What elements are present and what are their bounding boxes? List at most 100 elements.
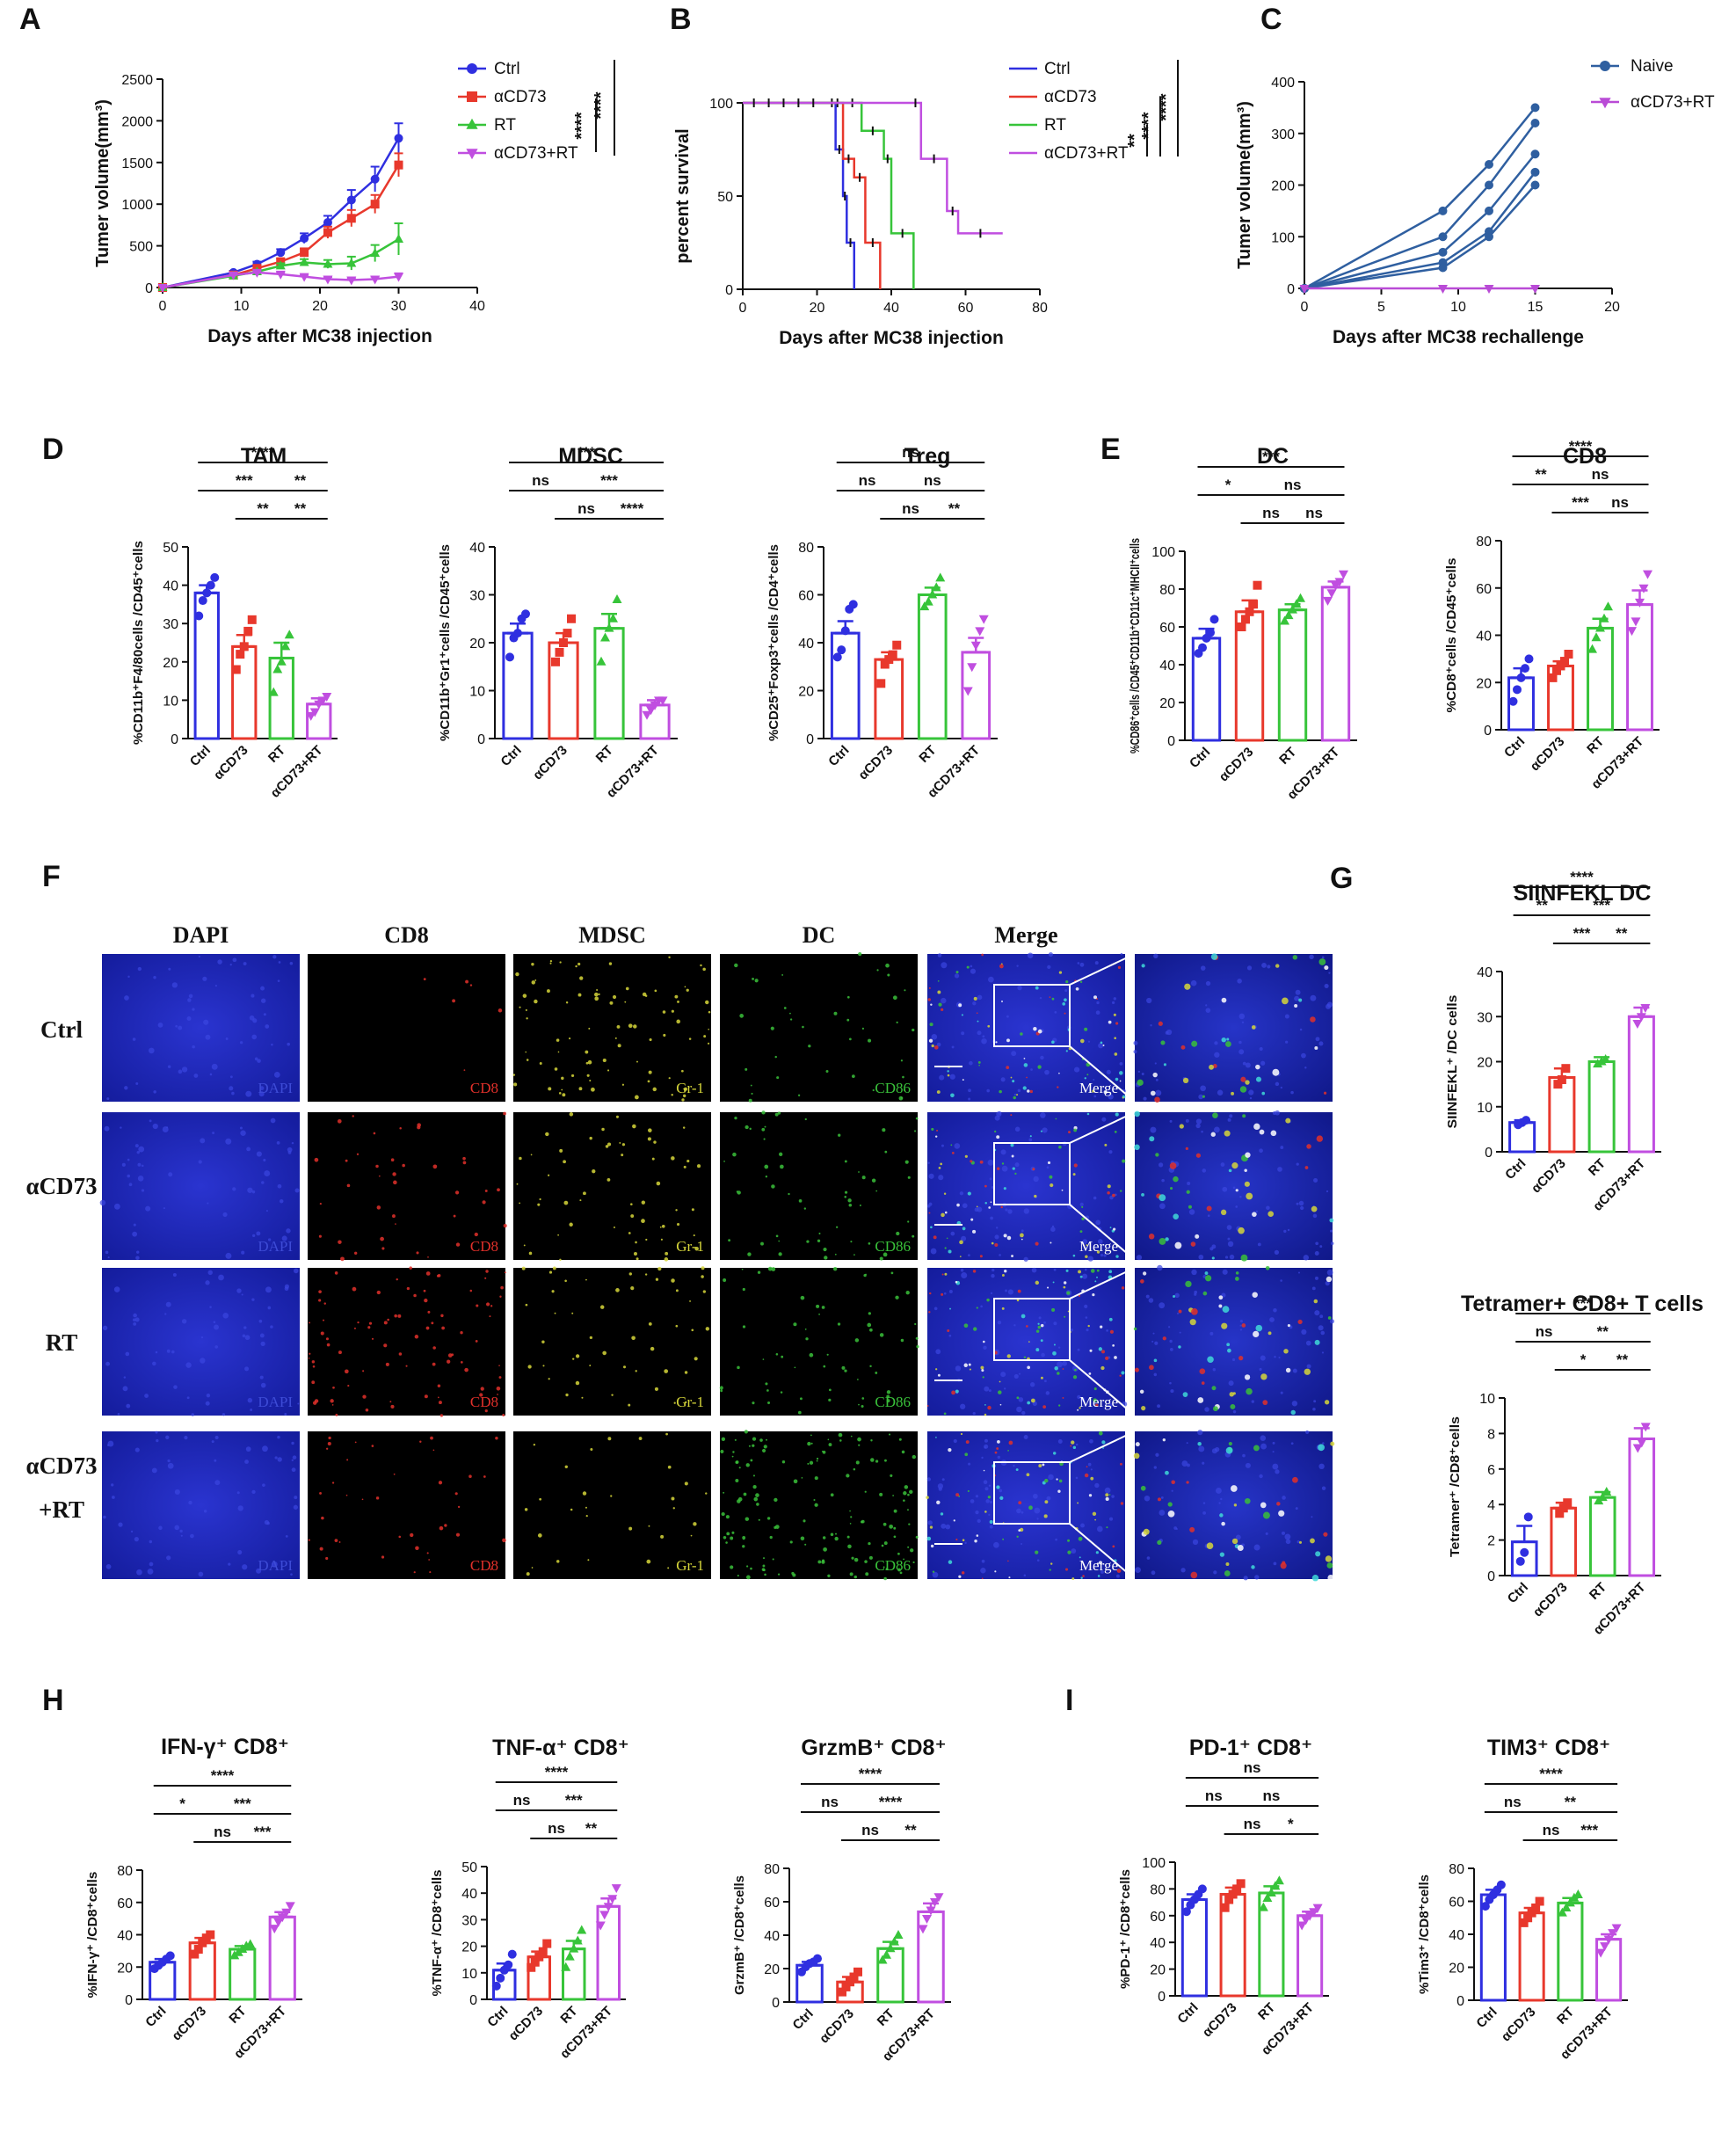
nuclei-speck [1200,1085,1207,1092]
signal-speck [1226,1343,1231,1347]
signal-speck [858,1171,860,1173]
signal-speck [589,1136,592,1140]
series-aCD73 [743,98,882,289]
signal-speck [886,1394,890,1399]
signal-speck [489,1315,491,1318]
signal-speck [559,1258,562,1262]
nuclei-speck [972,1001,977,1006]
nuclei-speck [938,1487,942,1491]
survival-curve [743,101,915,289]
signal-speck [948,1560,953,1564]
signal-speck [973,1327,977,1331]
signal-speck [777,1111,781,1115]
individual-point [559,638,568,647]
nuclei-speck [1111,1001,1115,1005]
signal-speck [565,1393,569,1397]
signal-speck [1178,1345,1181,1349]
zoom-connector [1069,1267,1136,1299]
signal-speck [799,1397,803,1401]
y-axis-label: %IFN-γ⁺ /CD8⁺cells [85,1872,100,1998]
individual-point [504,1960,513,1969]
signal-speck [766,1517,771,1520]
nuclei-speck [145,1205,151,1212]
signal-speck [823,1547,827,1552]
signal-speck [897,1568,902,1572]
signal-speck [546,989,550,994]
nuclei-speck [1315,1241,1318,1246]
signal-speck [1087,1324,1090,1328]
micrograph-tile: Merge [926,1267,1136,1416]
signal-speck [498,1365,500,1367]
x-tick-label: 20 [810,301,825,316]
nuclei-speck [1239,1196,1242,1198]
nuclei-speck [165,1435,170,1439]
nuclei-speck [1265,1532,1268,1535]
nuclei-speck [222,1413,226,1416]
signal-speck [525,1008,527,1011]
signal-speck [1116,1569,1122,1573]
signal-speck [972,1270,977,1273]
nuclei-speck [993,1541,999,1548]
signal-speck [865,1572,869,1576]
micrograph-tile: DAPI [102,954,300,1102]
signal-speck [621,1083,625,1086]
sig-label: ns [1305,505,1323,521]
micrograph-image [927,1431,1125,1579]
individual-point [603,1903,614,1912]
sig-label: **** [879,1794,903,1810]
signal-speck [1098,1430,1103,1436]
signal-speck [638,1437,643,1440]
micrograph-channel-label: Merge [1079,1238,1118,1255]
individual-point [577,1925,587,1934]
signal-speck [668,1077,671,1080]
nuclei-speck [931,1033,938,1040]
signal-speck [519,1006,521,1008]
individual-point [1599,613,1609,622]
nuclei-speck [287,1042,290,1046]
signal-speck [414,1335,419,1339]
signal-speck [818,1232,821,1234]
nuclei-speck [999,1489,1003,1493]
signal-speck [1008,1576,1011,1579]
data-point [346,195,356,205]
nuclei-speck [136,1250,140,1254]
signal-speck [572,1358,575,1360]
y-axis-label-text: %CD25⁺Foxp3⁺cells /CD4⁺cells [766,544,781,741]
signal-speck [1057,1372,1060,1375]
sig-label: *** [565,1792,583,1809]
signal-speck [554,1067,558,1071]
signal-speck [801,1476,803,1479]
nuclei-speck [1155,1078,1159,1081]
category-label: Ctrl [484,2004,511,2030]
nuclei-speck [284,1286,289,1292]
sig-label: **** [1539,1765,1563,1782]
signal-speck [861,1404,864,1409]
signal-speck [455,1242,461,1247]
signal-speck [931,1044,934,1048]
bar [1550,1506,1578,1577]
nuclei-speck [144,1394,149,1398]
category-label: Ctrl [498,743,525,769]
signal-speck [701,1266,705,1270]
nuclei-speck [137,1175,144,1182]
nuclei-speck [1000,1077,1006,1082]
data-point [1485,160,1493,169]
signal-speck [440,1314,444,1318]
signal-speck [976,1534,979,1537]
signal-speck [1134,1144,1140,1151]
signal-speck [394,1314,397,1318]
signal-speck [648,1070,652,1074]
nuclei-speck [984,1386,990,1392]
signal-speck [1055,1117,1057,1120]
signal-speck [608,962,613,965]
nuclei-speck [193,1074,199,1078]
sig-label: ns [902,500,919,517]
signal-speck [589,1079,592,1082]
signal-speck [609,1001,614,1005]
nuclei-speck [181,1066,188,1073]
signal-speck [1062,1396,1064,1399]
signal-speck [548,1087,552,1091]
bar-group [836,1967,864,2004]
signal-speck [1283,1349,1289,1354]
nuclei-speck [1202,1168,1207,1173]
